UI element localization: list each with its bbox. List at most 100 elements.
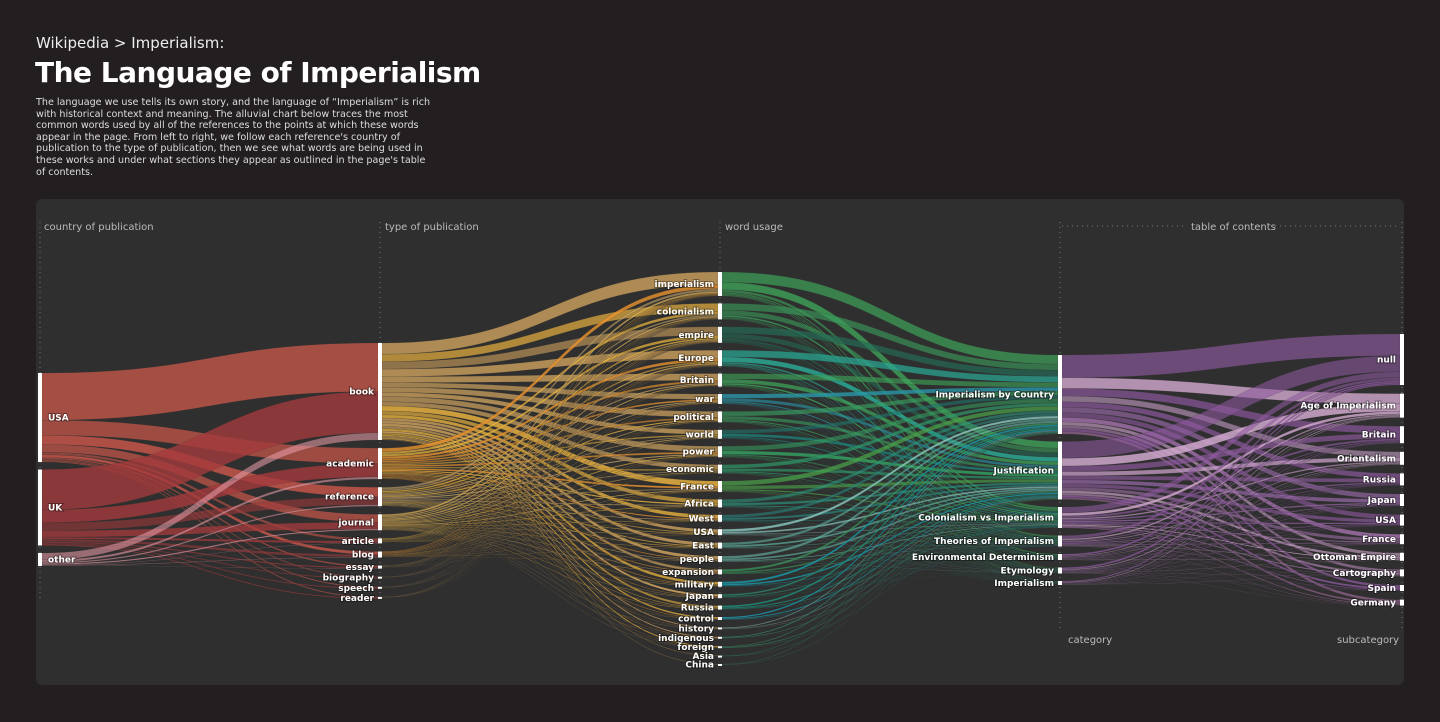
node-label-spain: Spain — [1368, 584, 1397, 594]
node-null[interactable] — [1400, 334, 1404, 385]
node-label-history: history — [678, 624, 714, 634]
page-description: The language we use tells its own story,… — [36, 97, 431, 178]
node-label-economic: economic — [666, 465, 714, 475]
column-header-type: type of publication — [385, 222, 479, 233]
node-label-military: military — [675, 580, 714, 590]
node-ottoman-empire[interactable] — [1400, 552, 1404, 561]
node-label-other: other — [48, 556, 76, 566]
node-imperialism[interactable] — [1058, 581, 1062, 585]
node-europe[interactable] — [718, 350, 722, 367]
node-usa[interactable] — [38, 373, 42, 462]
node-colonialism[interactable] — [718, 303, 722, 320]
node-justification[interactable] — [1058, 441, 1062, 500]
node-japan[interactable] — [1400, 494, 1404, 506]
node-britain[interactable] — [1400, 426, 1404, 444]
node-etymology[interactable] — [1058, 567, 1062, 574]
node-label-east: East — [692, 542, 715, 552]
node-label-essay: essay — [346, 563, 375, 573]
node-france[interactable] — [718, 481, 722, 492]
node-label-null: null — [1377, 356, 1396, 366]
node-label-environmental-determinism: Environmental Determinism — [912, 553, 1054, 563]
node-africa[interactable] — [718, 499, 722, 508]
node-label-colonialism-vs-imperialism: Colonialism vs Imperialism — [918, 514, 1054, 524]
node-label-people: people — [680, 555, 714, 565]
node-label-ottoman-empire: Ottoman Empire — [1313, 553, 1396, 563]
node-biography[interactable] — [378, 576, 382, 579]
node-power[interactable] — [718, 446, 722, 458]
node-imperialism-by-country[interactable] — [1058, 355, 1062, 434]
node-label-west: West — [689, 514, 715, 524]
node-essay[interactable] — [378, 565, 382, 569]
node-label-usa: USA — [48, 414, 69, 424]
node-label-britain: Britain — [680, 376, 714, 386]
node-label-age-of-imperialism: Age of Imperialism — [1300, 402, 1396, 412]
node-label-speech: speech — [338, 584, 374, 594]
node-imperialism[interactable] — [718, 272, 722, 296]
node-britain[interactable] — [718, 373, 722, 387]
node-history[interactable] — [718, 627, 722, 630]
node-academic[interactable] — [378, 448, 382, 480]
column-header-country: country of publication — [44, 222, 154, 233]
node-west[interactable] — [718, 514, 722, 522]
node-label-academic: academic — [326, 460, 374, 470]
node-indigenous[interactable] — [718, 636, 722, 639]
node-control[interactable] — [718, 617, 722, 620]
node-label-britain: Britain — [1362, 431, 1396, 441]
node-spain[interactable] — [1400, 585, 1404, 591]
node-label-france: France — [1362, 535, 1396, 545]
node-russia[interactable] — [718, 605, 722, 610]
node-label-world: world — [686, 430, 714, 440]
node-orientalism[interactable] — [1400, 451, 1404, 465]
node-russia[interactable] — [1400, 473, 1404, 486]
node-label-uk: UK — [48, 504, 63, 514]
node-journal[interactable] — [378, 514, 382, 531]
node-label-africa: Africa — [684, 499, 714, 509]
node-reader[interactable] — [378, 596, 382, 599]
node-environmental-determinism[interactable] — [1058, 554, 1062, 560]
node-label-control: control — [678, 615, 714, 625]
node-label-political: political — [673, 413, 714, 423]
node-article[interactable] — [378, 538, 382, 544]
node-speech[interactable] — [378, 586, 382, 589]
node-cartography[interactable] — [1400, 569, 1404, 577]
node-uk[interactable] — [38, 469, 42, 546]
node-label-europe: Europe — [678, 354, 714, 364]
node-usa[interactable] — [718, 529, 722, 536]
node-blog[interactable] — [378, 551, 382, 558]
node-label-empire: empire — [678, 331, 714, 341]
node-label-japan: Japan — [685, 592, 714, 602]
node-war[interactable] — [718, 394, 722, 404]
node-asia[interactable] — [718, 655, 722, 658]
node-label-france: France — [680, 483, 714, 493]
node-foreign[interactable] — [718, 646, 722, 649]
node-label-imperialism: Imperialism — [994, 579, 1054, 589]
node-japan[interactable] — [718, 594, 722, 599]
node-label-blog: blog — [352, 551, 374, 561]
node-germany[interactable] — [1400, 599, 1404, 606]
node-empire[interactable] — [718, 326, 722, 343]
node-other[interactable] — [38, 553, 42, 566]
node-label-colonialism: colonialism — [657, 307, 714, 317]
node-label-theories-of-imperialism: Theories of Imperialism — [934, 537, 1054, 547]
node-china[interactable] — [718, 664, 722, 666]
node-world[interactable] — [718, 429, 722, 439]
node-label-article: article — [342, 537, 374, 547]
column-header-word: word usage — [725, 222, 783, 233]
node-political[interactable] — [718, 411, 722, 423]
node-label-war: war — [695, 395, 714, 405]
node-book[interactable] — [378, 343, 382, 440]
node-reference[interactable] — [378, 487, 382, 507]
node-expansion[interactable] — [718, 569, 722, 575]
column-header-toc: table of contents — [1191, 222, 1276, 233]
node-military[interactable] — [718, 581, 722, 587]
node-east[interactable] — [718, 542, 722, 549]
node-age-of-imperialism[interactable] — [1400, 393, 1404, 418]
node-usa[interactable] — [1400, 514, 1404, 526]
node-theories-of-imperialism[interactable] — [1058, 535, 1062, 547]
node-people[interactable] — [718, 556, 722, 562]
node-colonialism-vs-imperialism[interactable] — [1058, 507, 1062, 528]
node-economic[interactable] — [718, 464, 722, 474]
node-france[interactable] — [1400, 534, 1404, 545]
node-label-asia: Asia — [693, 652, 714, 662]
node-label-justification: Justification — [992, 467, 1054, 477]
